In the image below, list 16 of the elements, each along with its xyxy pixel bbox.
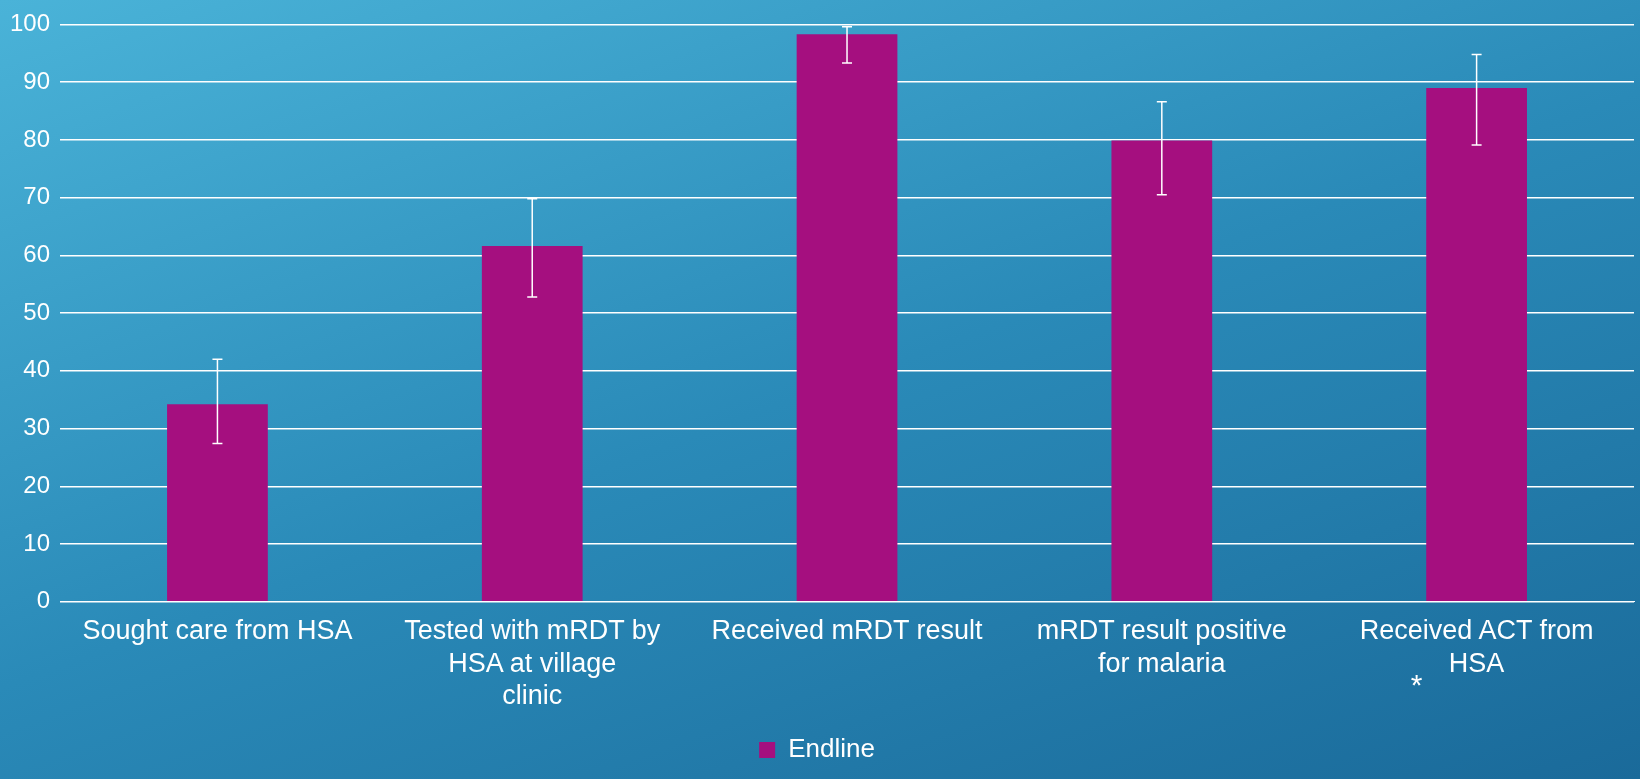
y-tick-label: 40 bbox=[23, 355, 51, 383]
y-tick-label: 80 bbox=[23, 124, 51, 152]
y-tick-label: 0 bbox=[36, 586, 51, 614]
x-tick-label: Received mRDT result bbox=[711, 615, 984, 646]
y-tick-label: 90 bbox=[23, 66, 51, 94]
y-tick-label: 20 bbox=[23, 470, 51, 498]
y-tick-label: 60 bbox=[23, 239, 51, 267]
y-tick-label: 50 bbox=[23, 297, 51, 325]
x-tick-label: Tested with mRDT by HSA at village clinic bbox=[404, 615, 661, 711]
x-tick-label: mRDT result positive for malaria bbox=[1036, 615, 1287, 678]
y-tick-label: 10 bbox=[23, 528, 51, 556]
y-tick-label: 100 bbox=[10, 9, 51, 37]
x-tick-label: Sought care from HSA bbox=[82, 615, 353, 646]
y-tick-label: 30 bbox=[23, 413, 51, 441]
y-tick-label: 70 bbox=[23, 182, 51, 210]
legend-label: Endline bbox=[788, 733, 875, 764]
